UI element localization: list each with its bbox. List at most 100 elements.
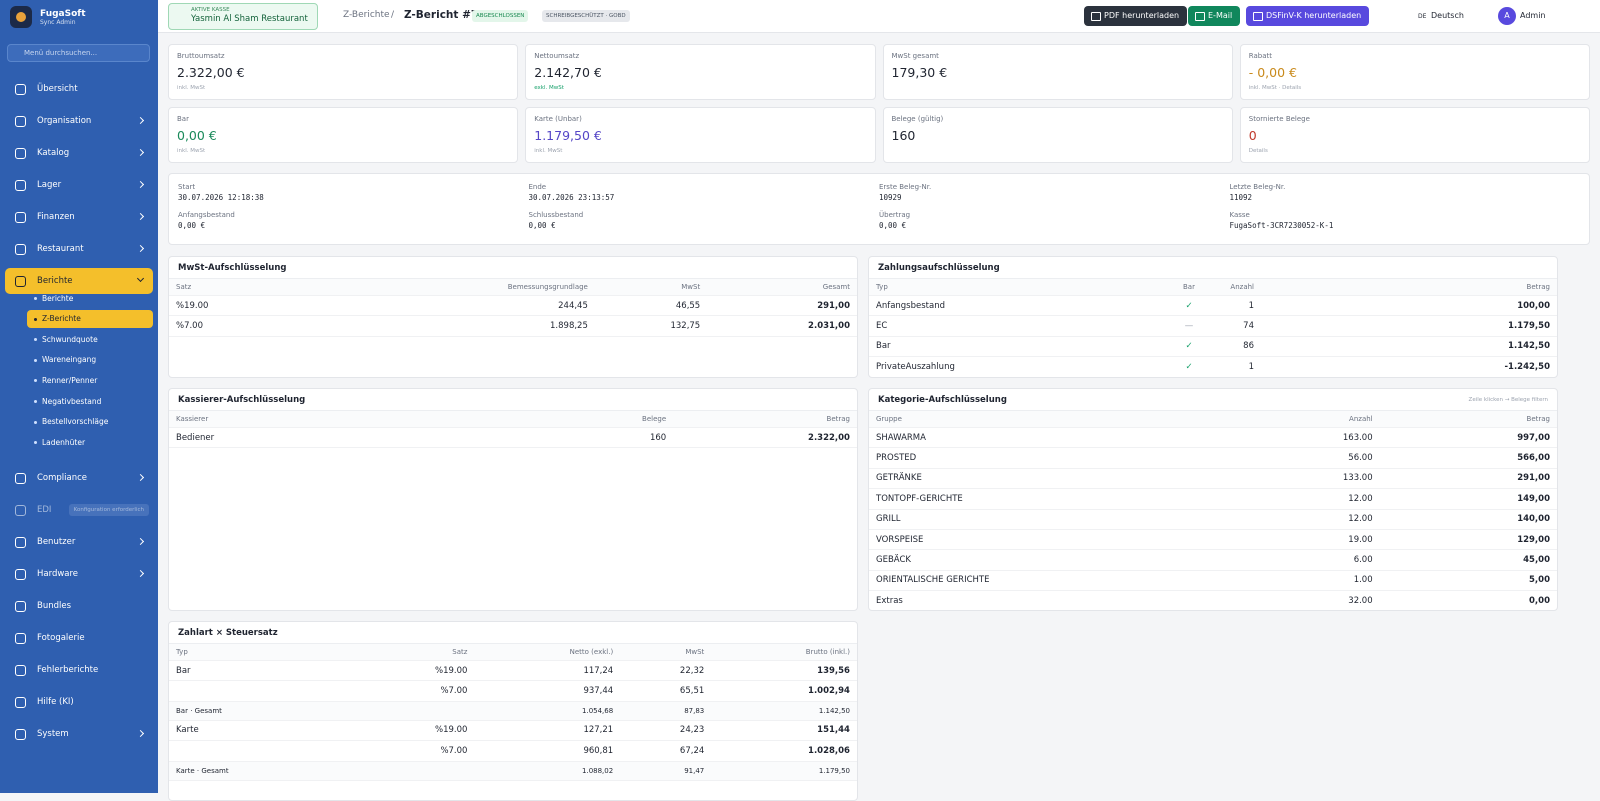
info-field: Kasse FugaSoft-3CR7230052-K-1 [1230,211,1581,235]
nav-chevron [136,473,145,481]
nav-item[interactable]: Katalog [5,140,153,166]
page-title: Z-Bericht #71 [404,9,486,21]
cell: 127,21 [583,725,614,736]
nav-item[interactable]: Hardware [5,561,153,587]
table-row: Bediener 160 2.322,00 [169,428,857,449]
cell: 149,00 [1517,493,1550,504]
stat-label: Belege (gültig) [891,115,944,123]
table-title-text: MwSt-Aufschlüsselung [178,263,287,273]
nav-item[interactable]: Restaurant [5,236,153,262]
cell: SHAWARMA [876,432,926,443]
nav-chevron [136,537,145,545]
nav-item[interactable]: Compliance [5,465,153,491]
subnav-item[interactable]: Negativbestand [27,392,153,410]
cell: 291,00 [1517,473,1550,484]
cell: 65,51 [679,686,705,697]
table-row[interactable]: ORIENTALISCHE GERICHTE 1.00 5,00 [869,571,1557,592]
column-header: Satz [452,648,468,656]
nav-chevron [136,212,145,221]
info-label: Start [178,183,196,191]
nav-label: Übersicht [37,84,78,94]
header-button[interactable]: DSFinV-K herunterladen [1246,6,1370,26]
nav-item[interactable]: System [5,721,153,747]
info-value: FugaSoft-3CR7230052-K-1 [1229,221,1334,230]
cell: 67,24 [679,745,705,756]
subnav-item[interactable]: Z-Berichte [27,309,153,328]
header-button[interactable]: E-Mail [1188,6,1241,26]
info-value: 10929 [879,193,902,202]
cell: 74 [1243,321,1254,332]
info-value: 0,00 € [178,221,206,230]
cell: Karte [176,725,199,736]
cell: 997,00 [1517,432,1550,443]
column-header: Kassierer [176,415,209,423]
column-header: Betrag [1526,415,1550,423]
table-row: Anfangsbestand ✓ 1 100,00 [869,296,1557,317]
table-row: PrivateAuszahlung ✓ 1 -1.242,50 [869,357,1557,377]
cell: 163.00 [1342,432,1373,443]
cell: ✓ [1185,361,1193,372]
cell: Extras [876,595,903,606]
stat-label: MwSt gesamt [891,52,939,60]
active-register[interactable]: AKTIVE KASSE Yasmin Al Sham Restaurant [168,3,318,30]
nav-item[interactable]: Finanzen [5,204,153,230]
info-field: Anfangsbestand 0,00 € [178,211,529,235]
info-value: 30.07.2026 23:13:57 [528,193,615,202]
table-row[interactable]: SHAWARMA 163.00 997,00 [869,428,1557,449]
breadcrumb[interactable]: Z-Berichte [343,10,390,20]
column-header: Netto (exkl.) [569,648,614,656]
language[interactable]: Deutsch [1431,11,1464,20]
nav-item[interactable]: Bundles [5,593,153,619]
stat-value: 179,30 € [891,65,948,80]
table-row[interactable]: VORSPEISE 19.00 129,00 [869,530,1557,551]
subnav-item[interactable]: Bestellvorschläge [27,413,153,431]
nav-item[interactable]: Berichte [5,268,153,294]
menu-search[interactable]: Menü durchsuchen... [7,44,150,62]
nav-item[interactable]: Hilfe (KI) [5,689,153,715]
table-row: %19.00 244,45 46,55 291,00 [169,296,857,317]
nav-item[interactable]: Benutzer [5,529,153,555]
info-value: 11092 [1229,193,1253,202]
stat-value: - 0,00 € [1248,65,1297,80]
subnav-item[interactable]: Renner/Penner [27,371,153,389]
cell: 1.088,02 [582,766,614,775]
info-field: Übertrag 0,00 € [879,211,1230,235]
table-title-text: Zahlart × Steuersatz [178,628,278,638]
nav-icon [15,244,26,255]
brand: FugaSoft Sync Admin [10,6,86,28]
nav-item[interactable]: Organisation [5,108,153,134]
header-button[interactable]: PDF herunterladen [1084,6,1188,26]
table-row[interactable]: GETRÄNKE 133.00 291,00 [869,469,1557,490]
nav-item[interactable]: Fotogalerie [5,625,153,651]
subnav-item[interactable]: Ladenhüter [27,433,153,451]
nav-item: EDI Konfiguration erforderlich [5,497,153,523]
nav-chevron [136,569,145,577]
cell: %7.00 [440,686,468,697]
subnav-item[interactable]: Schwundquote [27,330,153,348]
cell: 0,00 [1529,595,1550,606]
nav-item[interactable]: Fehlerberichte [5,657,153,683]
nav-label: Fotogalerie [37,632,85,643]
cell: TONTOPF-GERICHTE [876,493,963,504]
nav-item[interactable]: Übersicht [5,76,153,102]
stat-card: Stornierte Belege 0 Details [1239,107,1590,163]
table-title: Zahlungsaufschlüsselung [869,257,1557,279]
stat-note: inkl. MwSt · Details [1248,85,1302,91]
stat-label: Bar [177,115,189,123]
user-name[interactable]: Admin [1520,11,1546,20]
table-row: %7.00 937,44 65,51 1.002,94 [169,681,857,702]
table-row: Bar %19.00 117,24 22,32 139,56 [169,661,857,682]
table-row[interactable]: TONTOPF-GERICHTE 12.00 149,00 [869,489,1557,510]
table-row[interactable]: GEBÄCK 6.00 45,00 [869,550,1557,571]
info-value: 0,00 € [879,221,907,230]
subnav-item[interactable]: Wareneingang [27,351,153,369]
subnav-item[interactable]: Berichte [27,289,153,307]
table-row[interactable]: PROSTED 56.00 566,00 [869,448,1557,469]
cell: 2.031,00 [808,321,850,332]
info-field: Letzte Beleg-Nr. 11092 [1230,183,1581,207]
avatar[interactable]: A [1498,7,1516,25]
table-row[interactable]: GRILL 12.00 140,00 [869,510,1557,530]
nav-item[interactable]: Lager [5,172,153,198]
table-row[interactable]: Extras 32.00 0,00 [869,591,1557,610]
table-title-text: Kategorie-Aufschlüsselung [878,395,1007,405]
